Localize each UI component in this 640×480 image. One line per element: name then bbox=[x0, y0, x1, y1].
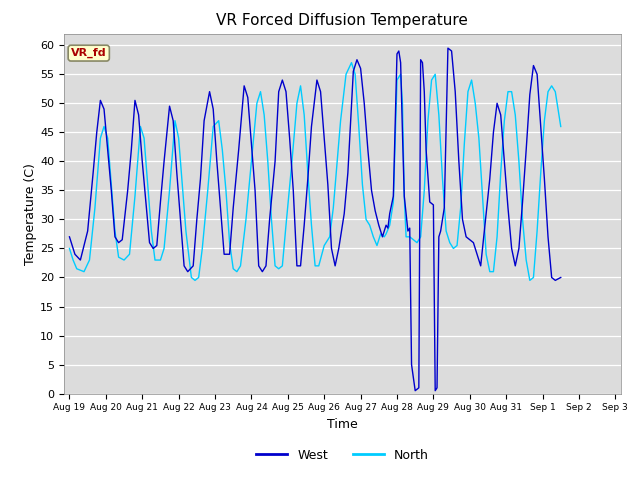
West bbox=[66, 234, 74, 240]
Line: West: West bbox=[70, 48, 561, 391]
North bbox=[380, 234, 388, 240]
North bbox=[557, 124, 564, 130]
Line: North: North bbox=[70, 62, 561, 280]
North bbox=[171, 118, 179, 123]
Text: VR_fd: VR_fd bbox=[71, 48, 107, 58]
West bbox=[557, 275, 564, 280]
North bbox=[348, 60, 355, 65]
West bbox=[470, 240, 477, 245]
North bbox=[191, 277, 199, 283]
West bbox=[444, 45, 452, 51]
West bbox=[275, 89, 282, 95]
Legend: West, North: West, North bbox=[251, 444, 434, 467]
X-axis label: Time: Time bbox=[327, 418, 358, 431]
North bbox=[304, 170, 312, 176]
Y-axis label: Temperature (C): Temperature (C) bbox=[24, 163, 37, 264]
West bbox=[412, 388, 419, 394]
West bbox=[466, 237, 474, 242]
North bbox=[66, 246, 74, 252]
North bbox=[229, 266, 237, 272]
West bbox=[473, 252, 481, 257]
Title: VR Forced Diffusion Temperature: VR Forced Diffusion Temperature bbox=[216, 13, 468, 28]
West bbox=[131, 97, 139, 103]
North bbox=[104, 135, 111, 141]
North bbox=[69, 257, 77, 263]
West bbox=[533, 72, 541, 77]
